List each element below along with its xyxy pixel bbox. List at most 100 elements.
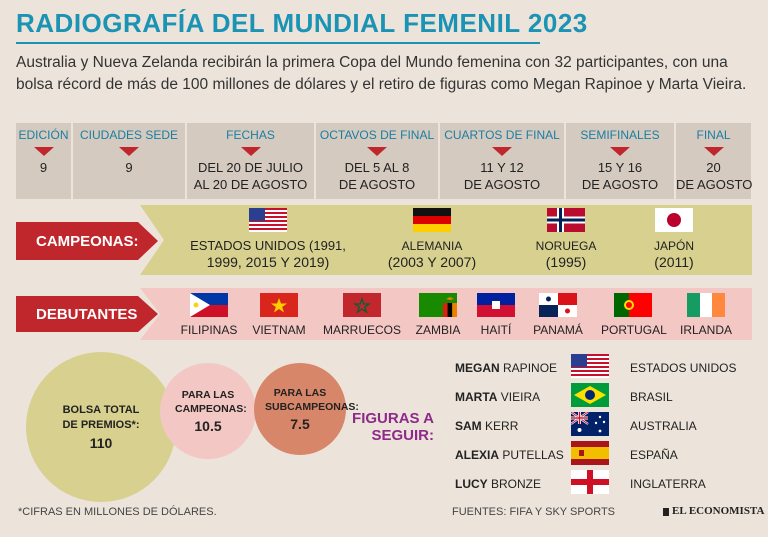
- debutant-vietnam: VIETNAM: [250, 293, 308, 337]
- prize-label: PARA LAS SUBCAMPEONAS:: [265, 387, 359, 413]
- champion-japan: JAPÓN (2011): [634, 208, 714, 270]
- player-last-name: VIEIRA: [500, 390, 541, 404]
- morocco-flag-icon: [343, 293, 381, 317]
- fact-value: DE AGOSTO: [581, 177, 659, 192]
- figures-title: FIGURAS A SEGUIR:: [348, 410, 434, 444]
- player-first-name: MARTA: [455, 390, 498, 404]
- fact-semifinales: SEMIFINALES 15 Y 16 DE AGOSTO: [566, 123, 676, 199]
- player-last-name: KERR: [485, 419, 519, 433]
- champions-label: CAMPEONAS:: [16, 222, 158, 260]
- fact-label: SEMIFINALES: [580, 128, 660, 142]
- norway-flag-icon: [547, 208, 585, 232]
- figures-title-line: SEGUIR:: [371, 427, 434, 444]
- champion-name: JAPÓN: [653, 239, 694, 253]
- fact-value: DEL 5 AL 8: [344, 160, 410, 175]
- arrow-down-icon: [367, 147, 387, 156]
- champion-years: (1995): [545, 254, 587, 270]
- fact-value: AL 20 DE AGOSTO: [193, 177, 308, 192]
- fact-fechas: FECHAS DEL 20 DE JULIO AL 20 DE AGOSTO: [187, 123, 316, 199]
- japan-flag-icon: [655, 208, 693, 232]
- fact-label: FINAL: [696, 128, 731, 142]
- title-divider: [16, 42, 540, 44]
- fact-value: 11 Y 12: [480, 160, 524, 175]
- champion-years: (2011): [654, 254, 694, 270]
- australia-flag-icon: [571, 412, 609, 436]
- philippines-flag-icon: [190, 293, 228, 317]
- prize-amount: 7.5: [290, 416, 310, 432]
- tournament-facts-bar: EDICIÓN 9 CIUDADES SEDE 9 FECHAS DEL 20 …: [16, 123, 753, 199]
- sources: FUENTES: FIFA Y SKY SPORTS: [452, 506, 616, 518]
- ireland-flag-icon: [687, 293, 725, 317]
- champion-years: 1999, 2015 Y 2019): [206, 254, 330, 270]
- arrow-down-icon: [610, 147, 630, 156]
- prize-runnersup-circle: PARA LAS SUBCAMPEONAS: 7.5: [254, 363, 359, 455]
- debutant-philippines: FILIPINAS: [178, 293, 240, 337]
- panama-flag-icon: [539, 293, 577, 317]
- brand-logo: EL ECONOMISTA: [672, 505, 765, 517]
- debutant-portugal: PORTUGAL: [601, 293, 667, 337]
- player-last-name: BRONZE: [491, 477, 542, 491]
- debutant-haiti: HAITÍ: [474, 293, 518, 337]
- player-putellas: ALEXIA PUTELLAS: [455, 448, 564, 462]
- prize-amount: 110: [89, 435, 113, 451]
- fact-value: 9: [39, 160, 48, 175]
- brazil-flag-icon: [571, 383, 609, 407]
- player-bronze: LUCY BRONZE: [455, 477, 541, 491]
- debutant-morocco: MARRUECOS: [323, 293, 401, 337]
- debutant-name: VIETNAM: [252, 323, 306, 337]
- player-last-name: RAPINOE: [503, 361, 558, 375]
- player-rapinoe: MEGAN RAPINOE: [455, 361, 557, 375]
- fact-value: DE AGOSTO: [338, 177, 416, 192]
- player-first-name: ALEXIA: [455, 448, 500, 462]
- fact-label: CUARTOS DE FINAL: [444, 128, 560, 142]
- prize-champions-circle: PARA LAS CAMPEONAS: 10.5: [160, 363, 256, 459]
- usa-flag-icon: [571, 354, 609, 378]
- champion-name: ESTADOS UNIDOS (1991,: [190, 238, 346, 253]
- fact-value: 15 Y 16: [597, 160, 643, 175]
- champion-norway: NORUEGA (1995): [525, 208, 607, 270]
- debutant-name: HAITÍ: [480, 323, 512, 337]
- fact-value: DE AGOSTO: [676, 177, 753, 192]
- player-country: AUSTRALIA: [630, 419, 697, 433]
- debutant-panama: PANAMÁ: [530, 293, 586, 337]
- prize-total-circle: BOLSA TOTAL DE PREMIOS*: 110: [26, 352, 176, 502]
- fact-value: DEL 20 DE JULIO: [197, 160, 303, 175]
- champion-years: (2003 Y 2007): [387, 254, 477, 270]
- arrow-down-icon: [119, 147, 139, 156]
- player-last-name: PUTELLAS: [502, 448, 564, 462]
- champion-germany: ALEMANIA (2003 Y 2007): [376, 208, 488, 270]
- arrow-down-icon: [703, 147, 724, 156]
- debutant-name: IRLANDA: [679, 323, 732, 337]
- fact-label: CIUDADES SEDE: [79, 128, 179, 142]
- fact-octavos: OCTAVOS DE FINAL DEL 5 AL 8 DE AGOSTO: [316, 123, 440, 199]
- player-first-name: SAM: [455, 419, 482, 433]
- arrow-down-icon: [240, 147, 261, 156]
- prize-label: PARA LAS CAMPEONAS:: [175, 389, 247, 415]
- fact-label: OCTAVOS DE FINAL: [319, 128, 435, 142]
- fact-value: DE AGOSTO: [463, 177, 541, 192]
- player-kerr: SAM KERR: [455, 419, 518, 433]
- footnote: *CIFRAS EN MILLONES DE DÓLARES.: [18, 506, 217, 518]
- debutant-name: PANAMÁ: [533, 323, 583, 337]
- brand-logo-icon: [663, 508, 669, 516]
- arrow-down-icon: [33, 147, 54, 156]
- arrow-down-icon: [492, 147, 512, 156]
- usa-flag-icon: [249, 208, 287, 232]
- debutant-name: FILIPINAS: [180, 323, 238, 337]
- player-first-name: MEGAN: [455, 361, 500, 375]
- debutant-name: PORTUGAL: [601, 323, 667, 337]
- debutant-ireland: IRLANDA: [678, 293, 734, 337]
- debutants-label: DEBUTANTES:: [16, 296, 158, 332]
- fact-value: 20: [706, 160, 721, 175]
- player-country: ESPAÑA: [630, 448, 678, 462]
- fact-ciudades-sede: CIUDADES SEDE 9: [73, 123, 187, 199]
- fact-label: EDICIÓN: [18, 128, 69, 142]
- prize-amount: 10.5: [194, 418, 222, 434]
- champion-usa: ESTADOS UNIDOS (1991, 1999, 2015 Y 2019): [188, 208, 348, 270]
- player-vieira: MARTA VIEIRA: [455, 390, 540, 404]
- page-title: RADIOGRAFÍA DEL MUNDIAL FEMENIL 2023: [16, 8, 588, 38]
- player-country: BRASIL: [630, 390, 673, 404]
- portugal-flag-icon: [614, 293, 652, 317]
- champion-name: ALEMANIA: [401, 239, 463, 253]
- player-first-name: LUCY: [455, 477, 488, 491]
